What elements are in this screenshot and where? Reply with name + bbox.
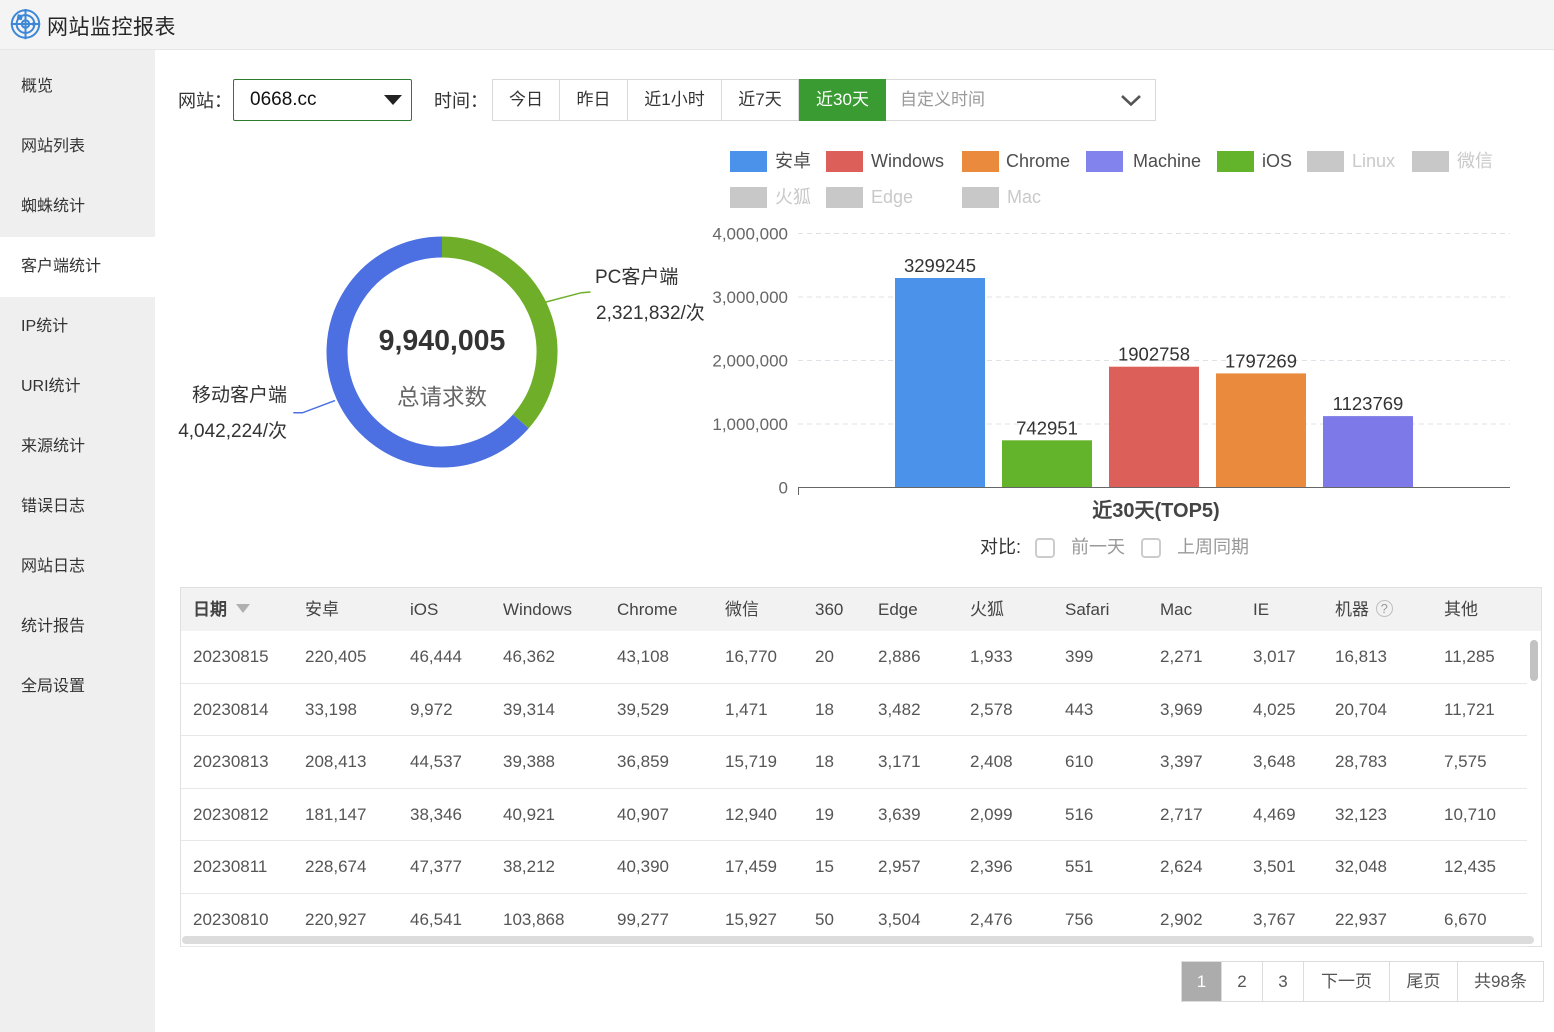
- svg-text:4,042,224/次: 4,042,224/次: [178, 420, 287, 442]
- svg-text:2,321,832/次: 2,321,832/次: [596, 302, 705, 324]
- svg-text:2,000,000: 2,000,000: [712, 352, 788, 371]
- svg-text:1123769: 1123769: [1333, 393, 1404, 414]
- svg-text:3,000,000: 3,000,000: [712, 288, 788, 307]
- svg-text:742951: 742951: [1016, 417, 1078, 438]
- svg-text:1,000,000: 1,000,000: [712, 415, 788, 434]
- svg-text:PC客户端: PC客户端: [595, 266, 678, 288]
- svg-text:1797269: 1797269: [1225, 350, 1297, 371]
- svg-text:3299245: 3299245: [904, 255, 976, 276]
- svg-text:近30天(TOP5): 近30天(TOP5): [1092, 498, 1219, 522]
- svg-text:4,000,000: 4,000,000: [712, 225, 788, 244]
- svg-text:9,940,005: 9,940,005: [379, 325, 506, 357]
- svg-text:总请求数: 总请求数: [397, 385, 487, 410]
- svg-text:1902758: 1902758: [1118, 344, 1190, 365]
- svg-text:移动客户端: 移动客户端: [192, 384, 287, 406]
- svg-text:0: 0: [779, 479, 788, 498]
